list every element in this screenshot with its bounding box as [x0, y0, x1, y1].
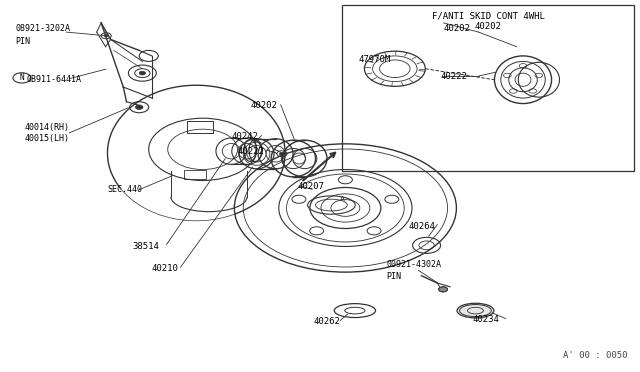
Circle shape [438, 287, 447, 292]
Text: F/ANTI SKID CONT 4WHL: F/ANTI SKID CONT 4WHL [432, 12, 545, 21]
Text: 00921-4302A: 00921-4302A [387, 260, 442, 269]
Text: 0B911-6441A: 0B911-6441A [27, 75, 82, 84]
Text: 47970M: 47970M [358, 55, 390, 64]
Text: 40222: 40222 [237, 147, 264, 156]
Text: 40210: 40210 [152, 264, 179, 273]
Bar [187, 121, 213, 133]
Text: 40014(RH): 40014(RH) [25, 123, 70, 132]
Text: 40202: 40202 [250, 101, 277, 110]
Text: 40202: 40202 [475, 22, 502, 31]
Text: 40262: 40262 [314, 317, 340, 326]
Text: 40264: 40264 [409, 222, 436, 231]
Text: SEC.440: SEC.440 [108, 185, 143, 194]
Text: PIN: PIN [387, 272, 402, 281]
Text: 40207: 40207 [298, 182, 324, 190]
Bar [342, 4, 634, 171]
Text: 40202: 40202 [444, 24, 470, 33]
Text: N: N [19, 73, 24, 83]
Text: A: A [340, 196, 344, 202]
Circle shape [136, 105, 143, 109]
Text: 08921-3202A: 08921-3202A [15, 24, 70, 33]
Circle shape [280, 152, 284, 155]
Text: 40242: 40242 [231, 132, 258, 141]
Text: 40015(LH): 40015(LH) [25, 134, 70, 143]
Text: 40222: 40222 [440, 71, 467, 81]
Text: A' 00 : 0050: A' 00 : 0050 [563, 351, 628, 360]
Text: 38514: 38514 [133, 242, 160, 251]
Text: PIN: PIN [15, 37, 31, 46]
Ellipse shape [457, 303, 494, 318]
Bar [184, 170, 206, 179]
Text: 40234: 40234 [472, 315, 499, 324]
Circle shape [104, 35, 108, 37]
Circle shape [139, 71, 145, 75]
